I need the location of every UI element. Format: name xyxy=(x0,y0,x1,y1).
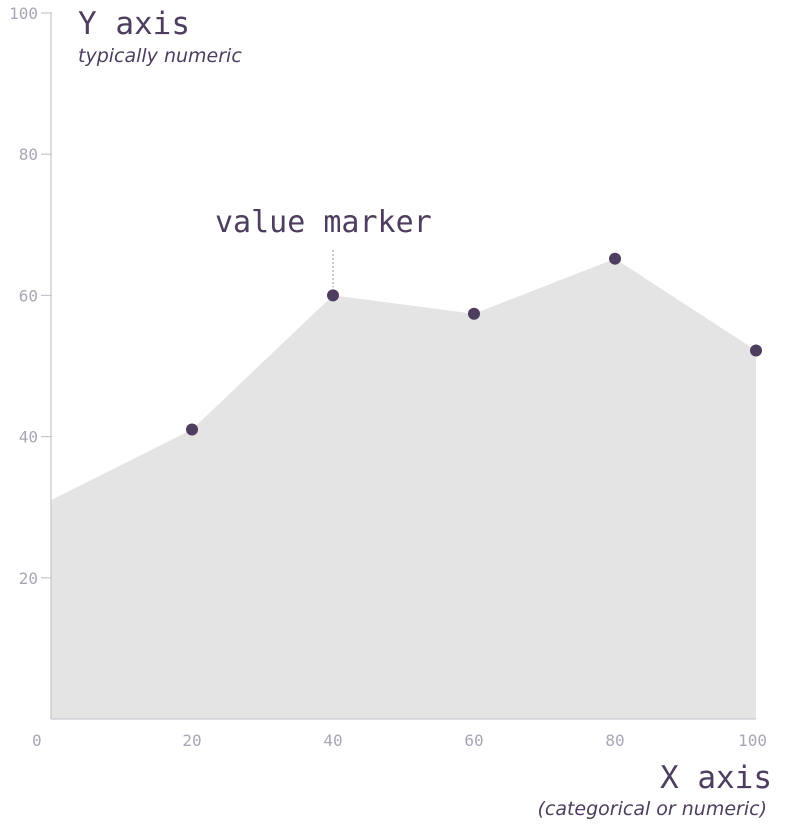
label-layer: Y axis typically numeric X axis (categor… xyxy=(78,6,772,820)
x-axis-subtitle: (categorical or numeric) xyxy=(537,798,767,820)
x-tick-label: 60 xyxy=(464,731,483,750)
y-tick-label: 60 xyxy=(19,286,38,305)
y-tick-label: 40 xyxy=(19,428,38,447)
axes-layer: 20 40 60 80 100 0 20 40 60 80 100 xyxy=(9,4,767,750)
y-axis-subtitle: typically numeric xyxy=(78,45,242,67)
y-tick-label: 80 xyxy=(19,145,38,164)
data-point-marker xyxy=(327,289,339,302)
data-point-marker xyxy=(468,307,480,320)
marker-layer xyxy=(186,252,762,436)
x-tick-label: 40 xyxy=(323,731,342,750)
area-fill xyxy=(51,258,756,719)
y-tick-label: 100 xyxy=(9,4,38,23)
x-tick-label: 80 xyxy=(605,731,624,750)
data-point-marker xyxy=(609,252,621,265)
x-tick-label: 20 xyxy=(182,731,201,750)
data-point-marker xyxy=(186,423,198,436)
x-tick-label: 100 xyxy=(738,731,767,750)
value-marker-annotation: value marker xyxy=(215,205,432,240)
x-axis-title: X axis xyxy=(660,760,772,796)
area-layer xyxy=(51,258,756,719)
data-point-marker xyxy=(750,344,762,357)
y-tick-label: 20 xyxy=(19,569,38,588)
y-axis-title: Y axis xyxy=(78,6,190,42)
x-tick-label: 0 xyxy=(32,731,42,750)
